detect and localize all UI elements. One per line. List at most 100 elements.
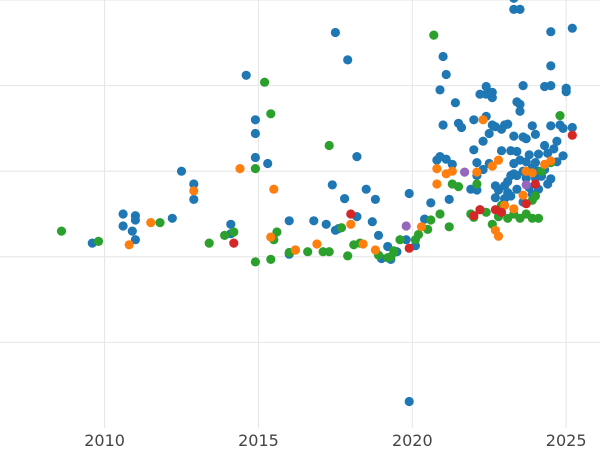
data-point — [515, 99, 525, 109]
data-point — [303, 247, 313, 257]
data-point — [478, 136, 488, 146]
data-point — [558, 123, 568, 133]
data-point — [220, 230, 230, 240]
data-point — [241, 70, 251, 80]
x-tick-label: 2020 — [392, 431, 433, 450]
data-point — [469, 145, 479, 155]
data-point — [266, 232, 276, 242]
data-point — [432, 179, 442, 189]
data-point — [389, 246, 399, 256]
data-point — [521, 199, 531, 209]
data-point — [432, 164, 442, 174]
data-point — [453, 182, 464, 192]
data-point — [284, 216, 294, 226]
data-point — [321, 219, 331, 229]
data-point — [189, 186, 199, 196]
data-point — [266, 254, 276, 264]
data-point — [229, 238, 239, 248]
data-point — [438, 120, 448, 130]
data-point — [521, 173, 531, 183]
data-point — [527, 121, 537, 131]
x-tick-label: 2010 — [84, 431, 125, 450]
data-point — [515, 4, 525, 15]
data-point — [56, 226, 67, 236]
data-point — [567, 130, 577, 140]
data-point — [312, 239, 322, 249]
data-point — [413, 229, 424, 240]
data-point — [506, 191, 516, 201]
data-point — [250, 115, 260, 125]
data-point — [558, 151, 568, 161]
data-point — [361, 184, 371, 194]
data-point — [530, 179, 541, 189]
data-point — [404, 396, 414, 407]
data-point — [404, 188, 414, 199]
data-point — [540, 140, 550, 151]
gridlines — [0, 0, 600, 428]
x-tick-label: 2025 — [546, 431, 587, 450]
data-point — [250, 152, 260, 163]
data-point — [309, 216, 319, 226]
data-point — [444, 194, 454, 204]
data-point — [503, 119, 513, 129]
data-point — [549, 144, 559, 154]
data-point — [518, 190, 528, 200]
data-point — [441, 154, 451, 164]
data-point — [512, 184, 522, 194]
data-point — [546, 174, 556, 184]
data-point — [118, 221, 128, 231]
data-point — [330, 27, 340, 38]
data-point — [176, 166, 187, 176]
data-point — [567, 23, 577, 33]
data-point — [204, 238, 214, 248]
data-point — [416, 222, 427, 232]
data-point — [460, 167, 470, 177]
data-point — [530, 158, 541, 168]
data-point — [509, 131, 519, 141]
data-point — [127, 226, 137, 236]
data-point — [263, 158, 273, 169]
data-point — [481, 81, 491, 92]
data-point — [93, 236, 104, 246]
data-point — [496, 146, 507, 156]
data-point — [521, 157, 531, 167]
data-point — [352, 152, 362, 162]
data-point — [373, 230, 384, 240]
data-point — [478, 115, 488, 125]
data-point — [343, 251, 353, 261]
data-point — [509, 204, 519, 214]
data-point — [401, 221, 411, 231]
data-point — [260, 77, 270, 87]
data-point — [496, 207, 507, 217]
data-point — [447, 159, 457, 169]
data-point — [266, 109, 276, 119]
data-point — [546, 61, 556, 71]
data-point — [509, 0, 519, 3]
data-point — [530, 129, 541, 139]
data-point — [189, 179, 199, 189]
data-point — [456, 122, 467, 133]
data-point — [250, 257, 260, 267]
data-point — [515, 106, 525, 116]
data-point — [472, 167, 482, 177]
data-point — [118, 209, 128, 219]
data-points — [56, 0, 577, 407]
data-point — [487, 87, 497, 97]
data-point — [146, 218, 156, 228]
data-point — [450, 98, 460, 108]
data-point — [533, 149, 544, 159]
data-point — [490, 193, 500, 203]
data-point — [336, 223, 347, 233]
data-point — [346, 219, 356, 229]
data-point — [527, 168, 537, 178]
data-point — [546, 81, 556, 91]
data-point — [441, 69, 451, 80]
data-point — [290, 245, 300, 255]
data-point — [472, 158, 482, 168]
data-point — [521, 180, 531, 190]
data-point — [250, 164, 260, 174]
data-point — [324, 140, 334, 151]
data-point — [124, 240, 134, 250]
data-point — [395, 235, 405, 245]
